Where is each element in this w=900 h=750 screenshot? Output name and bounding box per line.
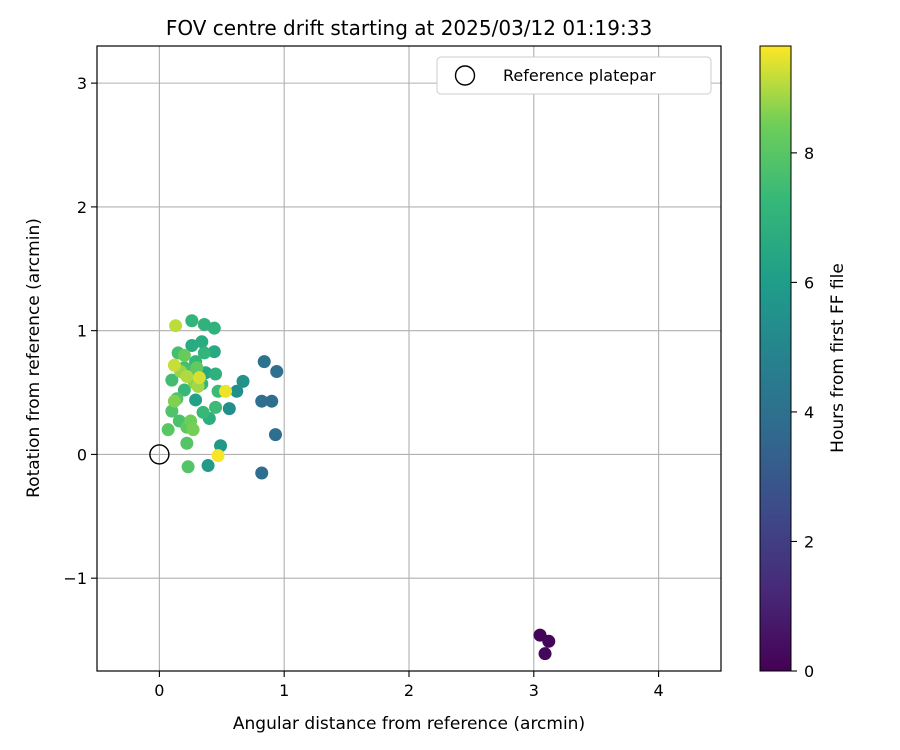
scatter-point [542,634,556,648]
scatter-point [190,361,204,375]
scatter-point [209,367,223,381]
y-tick-label: −1 [63,569,87,588]
scatter-point [270,364,284,378]
reference-platepar-marker [149,444,170,465]
scatter-point [185,339,199,353]
y-axis-ticks: −1 0 1 2 3 [63,74,97,588]
legend-box [436,56,712,95]
scatter-point [209,400,223,414]
scatter-point [185,314,199,328]
scatter-point [207,321,221,335]
scatter-point [169,319,183,333]
x-tick-label: 2 [404,681,414,700]
colorbar-tick-label: 0 [804,662,814,681]
y-tick-label: 0 [77,445,87,464]
colorbar-tick-label: 8 [804,144,814,163]
scatter-point [180,369,194,383]
legend: Reference platepar [436,56,712,95]
scatter-point [195,335,209,349]
x-tick-label: 4 [654,681,664,700]
scatter-point [219,384,233,398]
colorbar-tick-label: 4 [804,403,814,422]
scatter-point [257,355,271,369]
scatter-point [165,373,179,387]
colorbar-tick-label: 2 [804,532,814,551]
scatter-point [201,459,215,473]
scatter-point [181,460,195,474]
colorbar: 0 2 4 6 8 Hours from first FF file [759,45,848,681]
scatter-point [214,439,228,453]
scatter-point [167,394,181,408]
scatter-point [180,436,194,450]
x-axis-ticks: 0 1 2 3 4 [154,671,664,700]
y-tick-label: 3 [77,74,87,93]
scatter-point [186,423,200,437]
scatter-point [230,384,244,398]
x-tick-label: 0 [154,681,164,700]
scatter-point [165,404,179,418]
y-tick-label: 1 [77,322,87,341]
scatter-point [538,647,552,661]
colorbar-tick-label: 6 [804,273,814,292]
scatter-point [177,348,191,362]
legend-open-circle-icon [454,65,476,86]
scatter-point [196,405,210,419]
x-tick-label: 1 [279,681,289,700]
colorbar-ticks: 0 2 4 6 8 [791,144,814,681]
scatter-point [268,428,282,442]
scatter-point [255,466,269,480]
scatter-point [192,371,206,385]
scatter-point [167,358,181,372]
scatter-points [161,314,556,661]
scatter-point [236,374,250,388]
colorbar-gradient [759,45,792,672]
scatter-point [265,394,279,408]
colorbar-label: Hours from first FF file [828,263,848,453]
scatter-point [197,346,211,360]
y-tick-label: 2 [77,198,87,217]
scatter-point [161,423,175,437]
scatter-point [211,449,225,463]
chart-title: FOV centre drift starting at 2025/03/12 … [166,16,652,40]
scatter-point [222,402,236,416]
scatter-point [207,345,221,359]
x-axis-label: Angular distance from reference (arcmin) [233,714,585,734]
scatter-point [177,383,191,397]
scatter-point [197,317,211,331]
y-axis-label: Rotation from reference (arcmin) [24,218,44,498]
x-tick-label: 3 [529,681,539,700]
legend-label: Reference platepar [503,66,656,85]
scatter-point [189,393,203,407]
scatter-point [255,394,269,408]
